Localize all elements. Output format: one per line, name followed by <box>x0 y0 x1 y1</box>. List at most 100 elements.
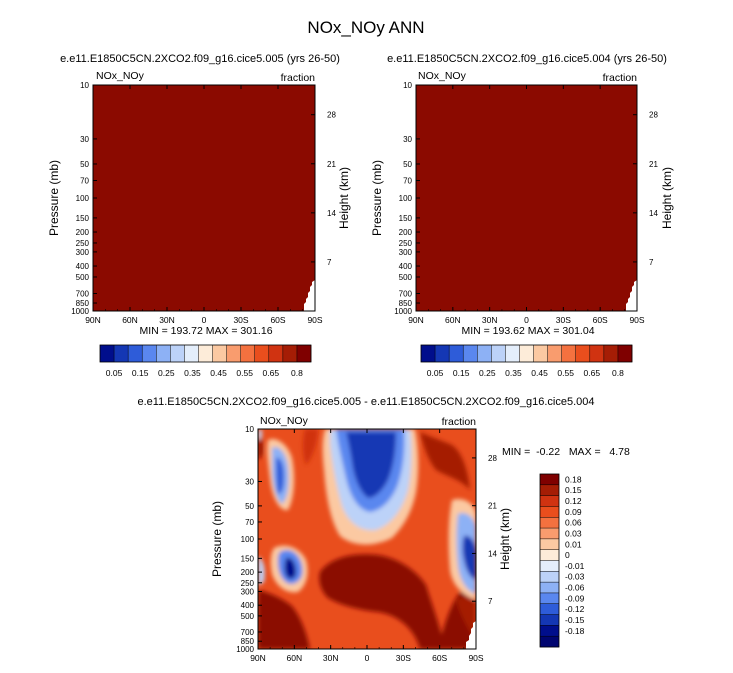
panel-2-xtick-label: 30N <box>482 315 498 325</box>
figure-title: NOx_NOy ANN <box>307 18 424 37</box>
panel-1-ytick-label: 30 <box>80 135 89 144</box>
panel-3-colorbar-box <box>540 603 559 615</box>
panel-1-ytick-label: 300 <box>76 248 90 257</box>
panel-1-colorbar-label: 0.55 <box>236 368 253 378</box>
panel-1-title: e.e11.E1850C5CN.2XCO2.f09_g16.cice5.005 … <box>60 53 340 65</box>
panel-2-axes: 90N 60N 30N 0 30S 60S 90S 10 30 50 70 100 150 200 2503… <box>394 81 658 325</box>
panel-1-variable: NOx_NOy <box>96 70 145 82</box>
panel-3-xtick-label: 90S <box>468 653 483 663</box>
panel-1-ytick-label: 150 <box>76 214 90 223</box>
panel-3-ylabel: Pressure (mb) <box>210 501 224 577</box>
panel-3-colorbar-box <box>540 506 559 518</box>
panel-1-ytick-right-label: 28 <box>327 111 336 120</box>
panel-1-colorbar-box <box>170 345 185 362</box>
panel-1-colorbar-label: 0.35 <box>184 368 201 378</box>
panel-3-ytick-label: 150 <box>241 554 255 563</box>
panel-1-ylabel-right: Height (km) <box>337 167 351 229</box>
panel-2-colorbar-label: 0.8 <box>612 368 624 378</box>
panel-3-units: fraction <box>442 416 477 428</box>
panel-1-colorbar-frame <box>99 344 312 363</box>
panel-3-colorbar-label: 0 <box>565 550 570 560</box>
panel-2-colorbar: 0.05 0.15 0.25 0.35 0.45 0.55 0.65 0.8 <box>420 344 633 378</box>
panel-2-colorbar-label: 0.05 <box>427 368 444 378</box>
panel-3-colorbar-box <box>540 560 559 572</box>
panel-1-colorbar-box <box>142 345 157 362</box>
panel-1-xtick-label: 60N <box>122 315 138 325</box>
panel-2-ytick-right-label: 28 <box>649 111 658 120</box>
panel-3-colorbar-label: 0.12 <box>565 496 582 506</box>
panel-2-ytick-label: 1000 <box>394 307 412 316</box>
panel-3-xtick-label: 60S <box>432 653 447 663</box>
panel-1-colorbar-box <box>296 345 312 362</box>
panel-2-ytick-label: 500 <box>399 273 413 282</box>
panel-3-colorbar: 0.180.150.120.090.060.030.010-0.01-0.03-… <box>539 473 585 648</box>
panel-2-colorbar-label: 0.15 <box>453 368 470 378</box>
panel-3-stats: MIN = -0.22 MAX = 4.78 <box>502 446 630 458</box>
panel-3-colorbar-label: -0.18 <box>565 626 585 636</box>
panel-2-colorbar-box <box>449 345 464 362</box>
panel-3-ytick-label: 250 <box>241 579 255 588</box>
panel-2-xtick-label: 90N <box>408 315 424 325</box>
panel-2-ytick-label: 850 <box>399 299 413 308</box>
panel-3-colorbar-box <box>540 625 559 637</box>
panel-1-ytick-label: 400 <box>76 262 90 271</box>
panel-3-colorbar-box <box>540 614 559 626</box>
panel-2-xtick-label: 60S <box>593 315 608 325</box>
panel-1-xtick-label: 30S <box>233 315 248 325</box>
panel-3-ytick-right-label: 28 <box>488 454 497 463</box>
panel-1: e.e11.E1850C5CN.2XCO2.f09_g16.cice5.005 … <box>47 53 351 378</box>
panel-2-colorbar-frame <box>420 344 633 363</box>
panel-1-ytick-label: 850 <box>76 299 90 308</box>
panel-3-colorbar-label: -0.09 <box>565 593 585 603</box>
panel-2-colorbar-box <box>477 345 492 362</box>
panel-1-ytick-right-label: 7 <box>327 258 332 267</box>
panel-3-ytick-label: 400 <box>241 601 255 610</box>
panel-2-ylabel-right: Height (km) <box>660 167 674 229</box>
panel-2-colorbar-label: 0.25 <box>479 368 496 378</box>
panel-2-xtick-label: 0 <box>524 315 529 325</box>
panel-1-xtick-label: 90N <box>85 315 101 325</box>
panel-2-ytick-right-label: 14 <box>649 209 658 218</box>
panel-2-ylabel: Pressure (mb) <box>370 160 384 236</box>
panel-3: e.e11.E1850C5CN.2XCO2.f09_g16.cice5.005 … <box>137 396 629 663</box>
panel-3-xtick-label: 60N <box>287 653 303 663</box>
panel-2-xtick-label: 60N <box>445 315 461 325</box>
panel-3-colorbar-box <box>540 538 559 550</box>
panel-1-colorbar-box <box>184 345 199 362</box>
panel-1-ytick-label: 250 <box>76 239 90 248</box>
panel-3-ytick-label: 10 <box>245 425 254 434</box>
panel-2-ytick-label: 200 <box>399 228 413 237</box>
panel-3-xtick-label: 90N <box>250 653 266 663</box>
panel-2-ytick-label: 150 <box>399 214 413 223</box>
panel-3-ytick-label: 30 <box>245 477 254 486</box>
panel-2-colorbar-box <box>491 345 506 362</box>
panel-2-colorbar-box <box>505 345 520 362</box>
panel-3-field <box>258 429 476 649</box>
panel-3-ytick-right-label: 14 <box>488 549 497 558</box>
panel-2-variable: NOx_NOy <box>418 70 467 82</box>
panel-3-title: e.e11.E1850C5CN.2XCO2.f09_g16.cice5.005 … <box>137 396 594 408</box>
panel-1-colorbar-box <box>198 345 213 362</box>
panel-1-colorbar-box <box>268 345 284 362</box>
panel-1-ytick-label: 200 <box>76 228 90 237</box>
panel-1-colorbar-box <box>240 345 256 362</box>
panel-3-colorbar-label: 0.18 <box>565 474 582 484</box>
panel-1-ytick-right-label: 14 <box>327 209 336 218</box>
panel-3-colorbar-box <box>540 582 559 594</box>
panel-3-xtick-label: 30N <box>323 653 339 663</box>
panel-2-colorbar-label: 0.35 <box>505 368 522 378</box>
panel-2-ytick-label: 400 <box>399 262 413 271</box>
panel-1-field <box>93 85 315 311</box>
panel-2-colorbar-box <box>421 345 436 362</box>
panel-3-colorbar-box <box>540 517 559 529</box>
panel-1-ytick-label: 100 <box>76 194 90 203</box>
panel-2-ytick-label: 700 <box>399 289 413 298</box>
panel-2-colorbar-box <box>463 345 478 362</box>
panel-2-colorbar-box <box>547 345 562 362</box>
panel-2-colorbar-box <box>589 345 605 362</box>
panel-2-colorbar-label: 0.65 <box>584 368 601 378</box>
panel-1-colorbar-box <box>254 345 270 362</box>
panel-3-ytick-label: 500 <box>241 612 255 621</box>
